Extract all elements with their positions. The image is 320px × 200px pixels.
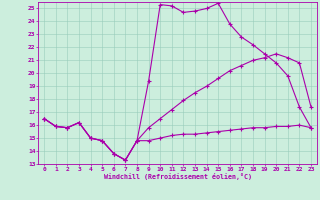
X-axis label: Windchill (Refroidissement éolien,°C): Windchill (Refroidissement éolien,°C) (104, 173, 252, 180)
